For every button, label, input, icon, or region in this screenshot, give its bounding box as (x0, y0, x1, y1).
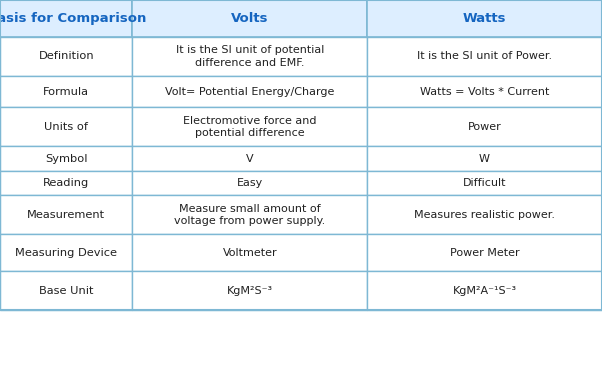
Text: Formula: Formula (43, 87, 89, 97)
Text: W: W (479, 154, 490, 164)
Text: Measure small amount of
voltage from power supply.: Measure small amount of voltage from pow… (174, 204, 326, 226)
Bar (367, 171, 602, 195)
Bar (367, 146, 602, 171)
Bar (132, 271, 367, 310)
Bar (0, 0, 132, 37)
Bar (0, 0, 602, 310)
Text: Definition: Definition (39, 51, 94, 61)
Text: Volts: Volts (231, 12, 268, 25)
Text: Basis for Comparison: Basis for Comparison (0, 12, 146, 25)
Text: Measurement: Measurement (27, 210, 105, 220)
Text: Watts: Watts (463, 12, 506, 25)
Bar (367, 271, 602, 310)
Text: Power Meter: Power Meter (450, 248, 520, 258)
Bar (0, 171, 132, 195)
Text: V: V (246, 154, 253, 164)
Text: Power: Power (468, 122, 501, 132)
Text: Units of: Units of (44, 122, 88, 132)
Text: Base Unit: Base Unit (39, 286, 93, 296)
Bar (0, 146, 132, 171)
Bar (367, 76, 602, 107)
Bar (0, 234, 132, 271)
Bar (132, 37, 367, 76)
Bar (0, 76, 132, 107)
Bar (367, 195, 602, 234)
Text: Symbol: Symbol (45, 154, 87, 164)
Text: Easy: Easy (237, 178, 263, 188)
Text: It is the SI unit of Power.: It is the SI unit of Power. (417, 51, 552, 61)
Text: Watts = Volts * Current: Watts = Volts * Current (420, 87, 549, 97)
Text: KgM²S⁻³: KgM²S⁻³ (227, 286, 273, 296)
Bar (132, 0, 367, 37)
Bar (132, 171, 367, 195)
Bar (0, 271, 132, 310)
Bar (367, 234, 602, 271)
Text: Measures realistic power.: Measures realistic power. (414, 210, 555, 220)
Bar (0, 195, 132, 234)
Text: Difficult: Difficult (463, 178, 506, 188)
Text: Reading: Reading (43, 178, 89, 188)
Text: Voltmeter: Voltmeter (223, 248, 277, 258)
Bar (0, 37, 132, 76)
Bar (367, 107, 602, 146)
Bar (132, 146, 367, 171)
Bar (132, 195, 367, 234)
Text: It is the SI unit of potential
difference and EMF.: It is the SI unit of potential differenc… (176, 45, 324, 68)
Bar (132, 107, 367, 146)
Bar (367, 0, 602, 37)
Bar (0, 107, 132, 146)
Text: Electromotive force and
potential difference: Electromotive force and potential differ… (183, 115, 317, 138)
Text: Measuring Device: Measuring Device (15, 248, 117, 258)
Bar (132, 76, 367, 107)
Text: KgM²A⁻¹S⁻³: KgM²A⁻¹S⁻³ (453, 286, 517, 296)
Bar (367, 37, 602, 76)
Text: Volt= Potential Energy/Charge: Volt= Potential Energy/Charge (165, 87, 335, 97)
Bar (132, 234, 367, 271)
